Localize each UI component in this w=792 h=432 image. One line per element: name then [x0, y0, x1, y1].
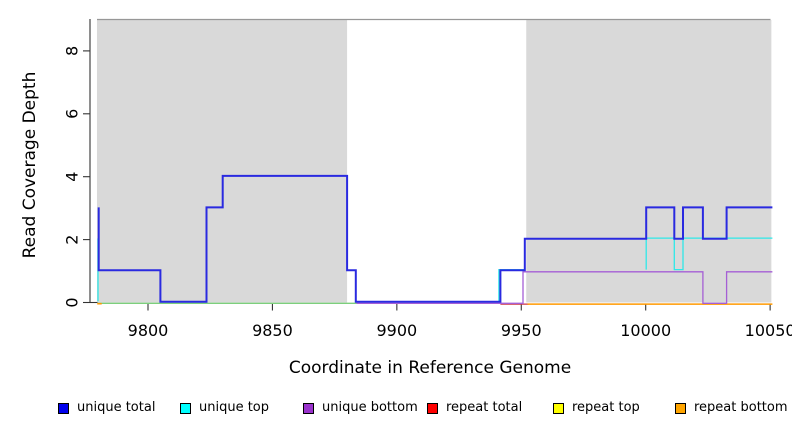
- unique-total-path: [97, 174, 773, 303]
- x-tick-label-10050: 10050: [745, 321, 792, 340]
- legend: unique total unique top unique bottom repea…: [0, 401, 792, 419]
- legend-item-unique-total: unique total: [58, 401, 155, 415]
- legend-item-repeat-bottom: repeat bottom: [675, 401, 788, 415]
- unique-top-mid: [498, 268, 525, 301]
- legend-swatch-icon: [553, 402, 564, 414]
- legend-swatch-icon: [427, 402, 438, 414]
- shaded-region-0: [96, 20, 348, 303]
- y-tick-label-4: 4: [63, 172, 82, 182]
- legend-swatch-icon: [180, 402, 191, 414]
- plot-area: 0 2 4 6 8 9800 9850 9900 9950 10000 10050: [63, 18, 792, 340]
- legend-item-unique-bottom: unique bottom: [303, 401, 418, 415]
- x-tick-label-9800: 9800: [128, 321, 169, 340]
- x-tick-label-9850: 9850: [252, 321, 293, 340]
- shaded-region-1: [526, 20, 772, 303]
- x-tick-label-9900: 9900: [376, 321, 417, 340]
- legend-swatch-icon: [303, 402, 314, 414]
- y-tick-label-8: 8: [63, 46, 82, 56]
- y-tick-label-0: 0: [63, 297, 82, 307]
- legend-swatch-icon: [675, 402, 686, 414]
- x-axis-title: Coordinate in Reference Genome: [288, 358, 572, 378]
- legend-item-unique-top: unique top: [180, 401, 269, 415]
- legend-label: unique total: [77, 400, 156, 415]
- y-tick-label-6: 6: [63, 109, 82, 119]
- y-axis-title: Read Coverage Depth: [20, 71, 40, 259]
- unique-bottom-path: [356, 271, 773, 304]
- legend-label: repeat top: [572, 400, 640, 415]
- x-tick-label-9950: 9950: [501, 321, 542, 340]
- legend-label: unique bottom: [322, 400, 418, 415]
- legend-label: repeat total: [446, 400, 523, 415]
- legend-swatch-icon: [58, 402, 69, 414]
- legend-label: unique top: [199, 400, 270, 415]
- legend-item-repeat-top: repeat top: [553, 401, 640, 415]
- legend-item-repeat-total: repeat total: [427, 401, 522, 415]
- legend-label: repeat bottom: [694, 400, 788, 415]
- y-tick-label-2: 2: [63, 235, 82, 245]
- x-tick-label-10000: 10000: [620, 321, 671, 340]
